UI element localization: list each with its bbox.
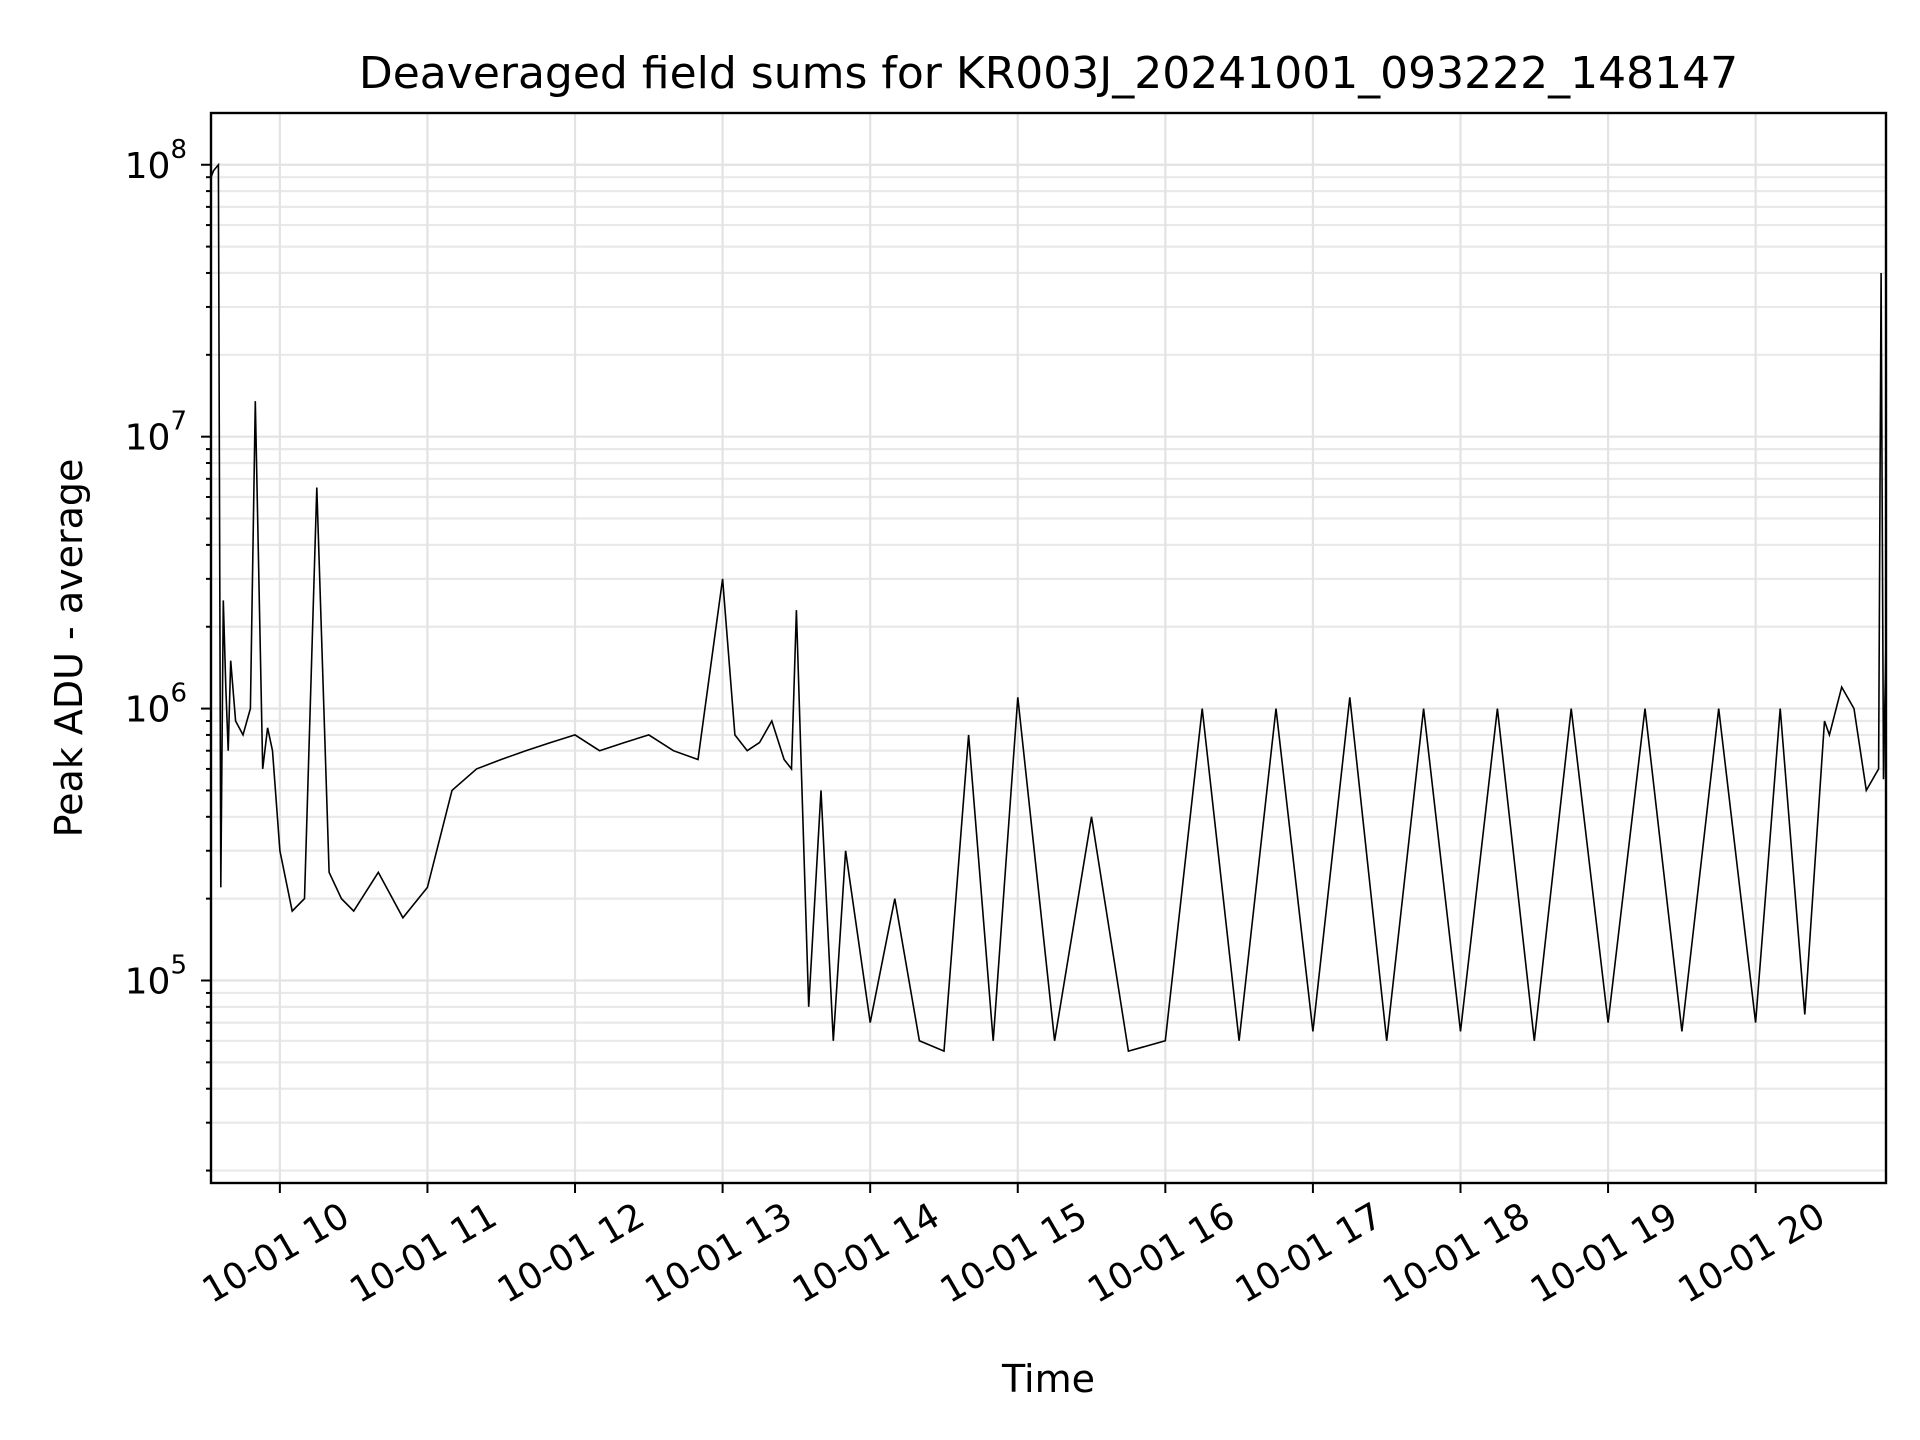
x-tick-label: 10-01 13	[638, 1195, 799, 1311]
series-line	[211, 162, 1886, 1053]
x-tick-label: 10-01 15	[934, 1195, 1095, 1311]
x-tick-label: 10-01 17	[1229, 1195, 1390, 1311]
x-axis-label: Time	[1001, 1357, 1095, 1401]
x-tick-label: 10-01 20	[1671, 1195, 1832, 1311]
x-tick-label: 10-01 19	[1524, 1195, 1685, 1311]
y-axis-label: Peak ADU - average	[47, 459, 91, 838]
y-tick-label: 105	[125, 950, 187, 1002]
axes-frame	[209, 111, 1888, 1185]
x-tick-label: 10-01 16	[1081, 1195, 1242, 1311]
chart-title: Deaveraged field sums for KR003J_2024100…	[359, 48, 1738, 99]
x-tick-label: 10-01 10	[196, 1195, 357, 1311]
x-tick-label: 10-01 11	[343, 1195, 504, 1311]
y-axis: 105 106 107 108	[125, 135, 211, 1172]
plot-area	[211, 162, 1886, 1053]
grid	[211, 113, 1886, 1183]
y-tick-label: 106	[125, 679, 187, 731]
y-tick-label: 107	[125, 407, 187, 459]
y-tick-label: 108	[125, 135, 187, 187]
x-tick-label: 10-01 14	[786, 1195, 947, 1311]
x-tick-label: 10-01 12	[491, 1195, 652, 1311]
x-tick-label: 10-01 18	[1376, 1195, 1537, 1311]
